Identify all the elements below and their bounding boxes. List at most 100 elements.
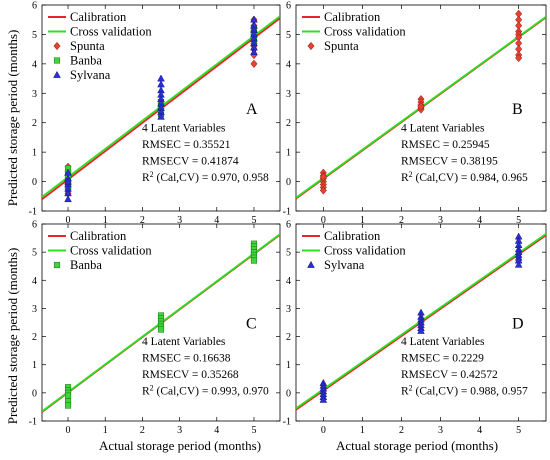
legend-label: Cross validation [70, 244, 152, 258]
point-sylvana [250, 47, 258, 55]
point-sylvana [319, 395, 328, 403]
point-banba [64, 402, 72, 409]
legend-label: Calibration [324, 10, 381, 24]
latent-variables-label: 4 Latent Variables [142, 336, 226, 348]
legend-marker [307, 260, 315, 268]
rmsec-label: RMSEC = 0.35521 [142, 139, 231, 151]
y-tick-label: 0 [32, 388, 37, 399]
panel-letter: C [246, 315, 257, 332]
y-tick-label: 1 [32, 360, 37, 371]
point-spunta [250, 59, 258, 69]
x-tick-label: 3 [438, 425, 443, 436]
x-tick-label: 1 [103, 215, 108, 226]
x-tick-label: 0 [321, 215, 326, 226]
legend-label: Cross validation [70, 25, 152, 39]
legend-label: Calibration [70, 229, 127, 243]
x-tick-label: 2 [399, 425, 404, 436]
legend-label: Calibration [324, 229, 381, 243]
x-tick-label: 3 [438, 215, 443, 226]
panel-letter: A [246, 101, 258, 118]
x-tick-label: 1 [360, 425, 365, 436]
y-tick-label: 5 [286, 30, 291, 41]
x-tick-label: 2 [140, 215, 145, 226]
y-tick-label: 0 [286, 177, 291, 188]
x-tick-label: 0 [321, 425, 326, 436]
x-tick-label: 5 [516, 215, 521, 226]
y-tick-label: 4 [286, 59, 291, 70]
point-spunta [319, 172, 327, 182]
y-tick-label: 6 [32, 220, 37, 231]
point-sylvana [64, 195, 72, 203]
r2-label: R2 (Cal,CV) = 0.993, 0.970 [142, 384, 269, 398]
panel-letter: B [512, 101, 523, 118]
latent-variables-label: 4 Latent Variables [401, 123, 485, 135]
y-tick-label: 2 [32, 118, 37, 129]
point-spunta [319, 186, 327, 195]
r2-label: R2 (Cal,CV) = 0.984, 0.965 [401, 170, 528, 184]
rmsecv-label: RMSECV = 0.35268 [142, 369, 239, 381]
point-banba [250, 257, 258, 264]
point-sylvana [417, 326, 425, 334]
y-tick-label: 5 [32, 248, 37, 259]
y-tick-label: 0 [286, 388, 291, 399]
y-tick-label: 1 [286, 148, 291, 159]
r2-label: R2 (Cal,CV) = 0.970, 0.958 [142, 170, 269, 184]
y-tick-label: 4 [32, 59, 37, 70]
y-tick-label: 1 [32, 148, 37, 159]
x-tick-label: 2 [140, 425, 145, 436]
x-tick-label: 1 [103, 425, 108, 436]
panel-letter: D [512, 315, 524, 332]
legend-label: Banba [70, 258, 102, 272]
y-axis-label-top: Predicted storage period (months) [5, 30, 20, 207]
latent-variables-label: 4 Latent Variables [401, 336, 485, 348]
y-tick-label: 2 [32, 332, 37, 343]
y-tick-label: 2 [286, 332, 291, 343]
x-axis-label-right: Actual storage period (months) [336, 438, 498, 453]
point-sylvana [64, 177, 72, 185]
latent-variables-label: 4 Latent Variables [142, 123, 226, 135]
legend-label: Cross validation [324, 25, 406, 39]
rmsecv-label: RMSECV = 0.38195 [401, 156, 498, 168]
point-spunta [515, 53, 523, 63]
legend-label: Sylvana [70, 68, 111, 82]
y-tick-label: 4 [32, 276, 37, 287]
y-tick-label: 2 [286, 118, 291, 129]
point-sylvana [157, 112, 165, 120]
legend-label: Calibration [70, 10, 127, 24]
x-tick-label: 0 [66, 215, 71, 226]
legend-marker [307, 41, 315, 51]
point-sylvana [514, 260, 523, 268]
legend-marker [53, 41, 61, 51]
point-spunta [417, 102, 425, 111]
rmsecv-label: RMSECV = 0.41874 [142, 156, 239, 168]
y-tick-label: 3 [286, 304, 291, 315]
y-tick-label: 6 [286, 1, 291, 12]
y-tick-label: 5 [286, 248, 291, 259]
rmsec-label: RMSEC = 0.16638 [142, 353, 231, 365]
y-axis-label-bottom: Predicted storage period (months) [5, 248, 20, 425]
rmsecv-label: RMSECV = 0.42572 [401, 369, 498, 381]
point-banba [157, 326, 165, 333]
y-tick-label: 4 [286, 276, 291, 287]
legend-label: Sylvana [324, 258, 365, 272]
y-tick-label: 0 [32, 177, 37, 188]
y-tick-label: 1 [286, 360, 291, 371]
rmsec-label: RMSEC = 0.2229 [401, 353, 484, 365]
x-tick-label: 2 [399, 215, 404, 226]
x-tick-label: 5 [251, 215, 256, 226]
x-tick-label: 4 [214, 215, 219, 226]
x-tick-label: 5 [516, 425, 521, 436]
y-tick-label: 3 [32, 304, 37, 315]
legend-label: Spunta [324, 39, 359, 53]
legend-marker [53, 70, 61, 78]
x-tick-label: 3 [177, 215, 182, 226]
x-tick-label: 0 [66, 425, 71, 436]
legend-label: Spunta [70, 39, 105, 53]
